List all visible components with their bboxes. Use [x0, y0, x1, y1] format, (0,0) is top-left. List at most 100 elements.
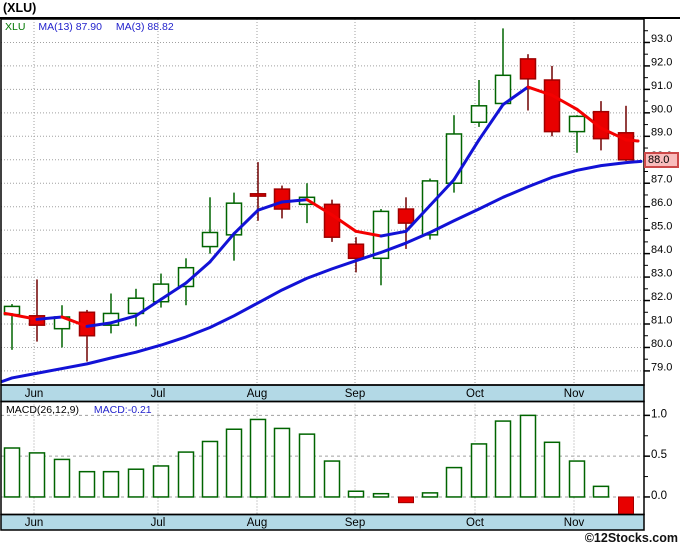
- price-axis-label: 93.0: [651, 33, 672, 45]
- ma3-segment: [280, 198, 309, 204]
- price-axis-label: 79.0: [651, 361, 672, 373]
- price-axis-label: 81.0: [651, 314, 672, 326]
- month-label: Jun: [25, 517, 44, 529]
- main-plot-frame: [0, 18, 645, 386]
- month-label: Nov: [564, 388, 585, 400]
- ma13-line: [0, 159, 643, 383]
- macd-bar-positive: [347, 490, 365, 498]
- macd-bar-positive: [152, 465, 170, 498]
- macd-bar-positive: [494, 420, 512, 498]
- ma3-segment: [60, 315, 89, 328]
- candle-body: [273, 188, 291, 210]
- macd-bar-positive: [323, 460, 341, 498]
- macd-bar-negative: [398, 496, 414, 504]
- macd-bar-positive: [273, 427, 291, 498]
- ma3-segment: [208, 232, 236, 264]
- ma3-segment: [159, 281, 188, 301]
- macd-bar-positive: [78, 470, 96, 498]
- month-label: Sep: [345, 388, 365, 400]
- macd-bar-positive: [445, 466, 463, 498]
- price-axis-label: 84.0: [651, 244, 672, 256]
- macd-bar-positive: [201, 440, 219, 498]
- macd-bar-positive: [543, 441, 561, 498]
- month-label: Aug: [247, 517, 267, 529]
- macd-bar-positive: [519, 414, 537, 498]
- price-axis-label: 82.0: [651, 291, 672, 303]
- month-label: Oct: [466, 388, 485, 400]
- last-price-marker: 88.0: [644, 152, 679, 168]
- macd-legend-label: MACD(26,12,9): [6, 404, 79, 416]
- ma3-segment: [134, 297, 163, 318]
- month-axis-main: [0, 384, 645, 403]
- macd-bar-positive: [28, 452, 46, 498]
- ma3-segment: [85, 321, 113, 328]
- page-title: (XLU): [3, 1, 37, 15]
- macd-bar-positive: [102, 470, 120, 498]
- legend-ma3-value: MA(3) 88.82: [115, 21, 174, 33]
- macd-axis-label: 0.0: [651, 490, 667, 502]
- macd-bar-positive: [177, 451, 195, 498]
- month-label: Sep: [345, 517, 365, 529]
- price-axis-label: 85.0: [651, 221, 672, 233]
- ma3-segment: [624, 138, 640, 143]
- price-axis-label: 89.0: [651, 127, 672, 139]
- candle-body: [201, 231, 219, 248]
- macd-bar-negative: [618, 496, 634, 515]
- macd-plot-frame: [0, 400, 645, 516]
- ma3-segment: [526, 85, 554, 97]
- candle-body: [421, 180, 439, 236]
- ma3-segment: [330, 213, 358, 233]
- price-axis-label: 80.0: [651, 338, 672, 350]
- ma3-segment: [10, 313, 39, 321]
- macd-legend-value: MACD:-0.21: [93, 404, 152, 416]
- price-axis-label: 91.0: [651, 80, 672, 92]
- ma3-segment: [404, 204, 432, 233]
- ma3-segment: [305, 198, 334, 217]
- macd-bar-positive: [298, 433, 316, 498]
- candle-body: [347, 243, 365, 260]
- month-label: Jul: [151, 388, 166, 400]
- macd-bar-positive: [568, 460, 586, 498]
- price-axis-label: 92.0: [651, 56, 672, 68]
- macd-bar-positive: [3, 447, 21, 498]
- candle-body: [470, 105, 488, 123]
- candle-body: [445, 133, 463, 184]
- candle-body: [543, 79, 561, 133]
- month-label: Jul: [151, 517, 166, 529]
- month-label: Aug: [247, 388, 267, 400]
- candle-body: [592, 110, 610, 140]
- legend-symbol: XLU: [5, 21, 26, 33]
- macd-bar-positive: [127, 468, 145, 498]
- month-label: Oct: [466, 517, 485, 529]
- macd-bar-positive: [470, 443, 488, 498]
- copyright: ©12Stocks.com: [584, 531, 678, 545]
- candle-body: [397, 208, 415, 224]
- candle-body: [568, 115, 586, 133]
- month-label: Jun: [25, 388, 44, 400]
- candle-body: [249, 193, 267, 197]
- ma3-segment: [256, 200, 284, 212]
- candle-body: [519, 58, 537, 80]
- price-axis-label: 90.0: [651, 103, 672, 115]
- price-axis-label: 86.0: [651, 197, 672, 209]
- ma3-segment: [184, 260, 212, 285]
- ma3-segment: [232, 208, 260, 236]
- month-axis-macd: [0, 513, 645, 531]
- ma3-segment: [501, 85, 530, 107]
- ma3-segment: [35, 315, 64, 321]
- macd-bar-positive: [592, 485, 610, 498]
- macd-bar-positive: [249, 418, 267, 498]
- ma3-segment: [477, 103, 505, 142]
- main-chart-legend: XLU MA(13) 87.90 MA(3) 88.82: [5, 21, 185, 33]
- macd-bar-positive: [372, 492, 390, 498]
- ma3-segment: [109, 314, 138, 325]
- ma3-segment: [452, 138, 481, 182]
- ma3-segment: [550, 93, 579, 111]
- month-label: Nov: [564, 517, 585, 529]
- candle-body: [323, 203, 341, 238]
- ma3-segment: [354, 229, 383, 238]
- macd-bar-positive: [225, 428, 243, 498]
- ma3-segment: [575, 107, 603, 130]
